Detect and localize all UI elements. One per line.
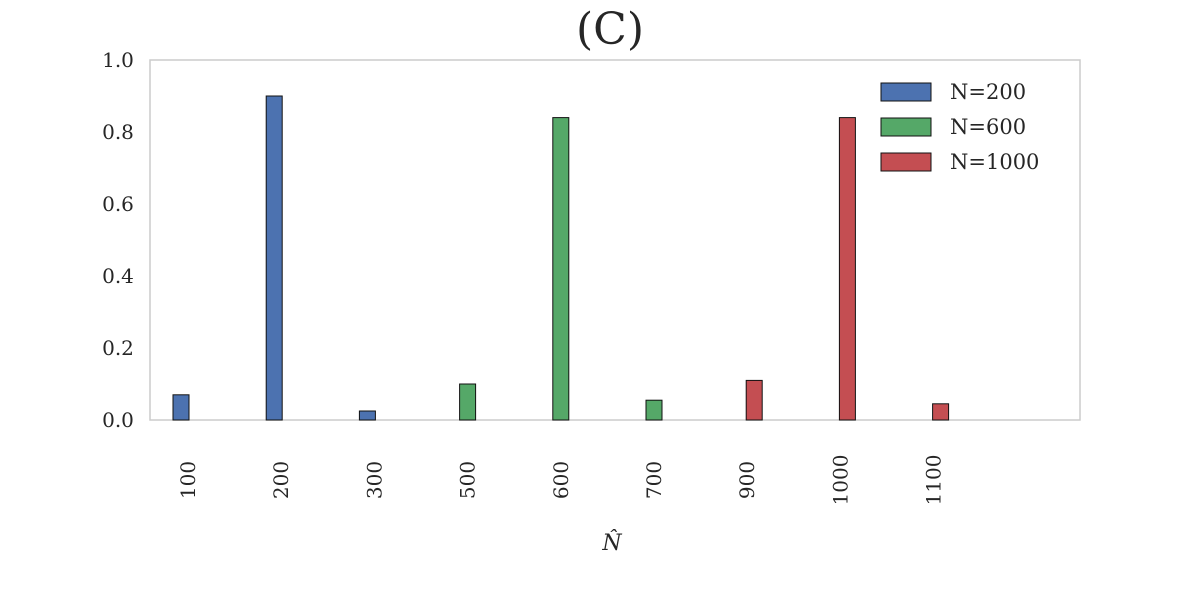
bar-n-600-600 (552, 117, 570, 421)
legend-label: N=600 (950, 115, 1026, 139)
y-tick-label: 0.0 (102, 408, 134, 432)
bar-n-200-300 (358, 410, 376, 421)
y-axis: 0.0 0.2 0.4 0.6 0.8 1.0 (102, 48, 134, 432)
x-tick-label: 600 (549, 461, 573, 499)
legend-label: N=1000 (950, 150, 1039, 174)
bar-n-1000-900 (745, 379, 763, 421)
x-tick-label: 900 (735, 461, 759, 499)
x-tick-label: 500 (456, 461, 480, 499)
bar-n-600-500 (459, 383, 477, 421)
x-tick-label: 700 (642, 461, 666, 499)
legend-label: N=200 (950, 80, 1026, 104)
y-tick-label: 0.6 (102, 192, 134, 216)
y-tick-label: 0.4 (102, 264, 134, 288)
legend: N=200 N=600 N=1000 (880, 80, 1039, 174)
legend-swatch (880, 152, 932, 172)
plot-frame (149, 59, 1081, 421)
bar-n-1000-1100 (932, 403, 950, 421)
bar-n-600-700 (645, 399, 663, 421)
y-tick-label: 0.8 (102, 120, 134, 144)
x-tick-label: 200 (269, 461, 293, 499)
bar-n-200-200 (265, 95, 283, 421)
bars (172, 95, 950, 421)
x-axis-label: N̂ (601, 530, 622, 556)
x-tick-label: 300 (362, 461, 386, 499)
x-tick-label: 1100 (922, 455, 946, 506)
legend-swatch (880, 82, 932, 102)
x-axis: 100 200 300 500 600 700 900 1000 1100 (176, 455, 946, 506)
x-tick-label: 100 (176, 461, 200, 499)
y-tick-label: 1.0 (102, 48, 134, 72)
legend-swatch (880, 117, 932, 137)
bar-n-200-100 (172, 394, 190, 421)
chart-title: (C) (576, 4, 644, 55)
y-tick-label: 0.2 (102, 336, 134, 360)
x-tick-label: 1000 (828, 455, 852, 506)
bar-n-1000-1000 (838, 117, 856, 421)
